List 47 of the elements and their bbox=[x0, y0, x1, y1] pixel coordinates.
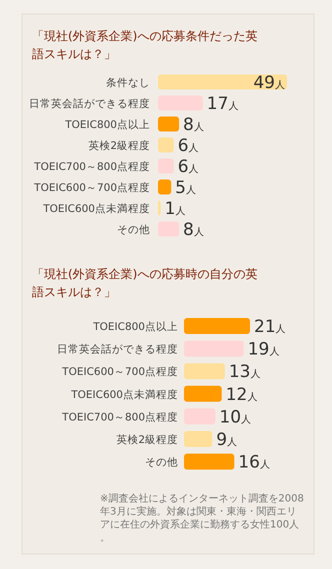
data-label: 8人 bbox=[183, 220, 204, 240]
y-tick-label: 条件なし bbox=[106, 77, 150, 89]
data-label: 5人 bbox=[175, 178, 196, 198]
chart-title: 「現社(外資系企業)への応募時の自分の英語スキルは？」 bbox=[32, 267, 258, 299]
y-tick-label: その他 bbox=[117, 224, 150, 236]
data-label: 49人 bbox=[253, 73, 285, 93]
y-tick-label: TOEIC800点以上 bbox=[64, 118, 150, 131]
bar bbox=[184, 408, 216, 424]
bar bbox=[158, 158, 174, 174]
text: ※調査会社によるインターネット調査を2008年3月に実施。対象は関東・東海・関西エリアに在住の外資系企業に勤務する女性100人。 bbox=[100, 492, 304, 544]
bar bbox=[158, 138, 174, 152]
data-label: 21人 bbox=[254, 317, 286, 337]
y-tick-label: 英検2級程度 bbox=[88, 139, 150, 152]
bar bbox=[184, 363, 225, 380]
y-tick-label: TOEIC600～700点程度 bbox=[61, 365, 178, 378]
y-tick-label: TOEIC600点未満程度 bbox=[70, 388, 178, 401]
bar bbox=[158, 116, 180, 132]
data-label: 8人 bbox=[183, 115, 204, 135]
bar bbox=[158, 74, 287, 90]
data-label: 16人 bbox=[238, 452, 270, 473]
bar bbox=[158, 180, 172, 194]
bar bbox=[184, 318, 250, 334]
data-label: 1人 bbox=[164, 199, 186, 219]
y-tick-label: TOEIC600点未満程度 bbox=[42, 202, 150, 215]
data-label: 13人 bbox=[228, 362, 260, 382]
y-tick-label: TOEIC600～700点程度 bbox=[33, 181, 150, 194]
bar bbox=[158, 222, 180, 236]
data-label: 19人 bbox=[248, 340, 280, 360]
data-label: 9人 bbox=[216, 430, 238, 450]
bar bbox=[184, 340, 244, 357]
bar bbox=[184, 454, 234, 470]
data-label: 6人 bbox=[178, 157, 199, 177]
y-tick-label: TOEIC700～800点程度 bbox=[33, 160, 150, 173]
bar bbox=[184, 431, 212, 447]
y-tick-label: TOEIC800点以上 bbox=[92, 320, 178, 333]
data-label: 10人 bbox=[219, 407, 252, 428]
data-label: 17人 bbox=[206, 94, 238, 114]
y-tick-label: その他 bbox=[145, 456, 178, 469]
y-tick-label: 英検2級程度 bbox=[116, 433, 178, 446]
y-tick-label: TOEIC700～800点程度 bbox=[61, 410, 178, 424]
data-label: 6人 bbox=[178, 136, 199, 156]
bar bbox=[158, 96, 203, 110]
data-label: 12人 bbox=[226, 384, 258, 405]
y-tick-label: 日常英会話ができる程度 bbox=[57, 342, 178, 356]
y-tick-label: 日常英会話ができる程度 bbox=[29, 97, 150, 110]
chart-title: 「現社(外資系企業)への応募条件だった英語スキルは？」 bbox=[32, 29, 258, 61]
bar bbox=[184, 386, 222, 402]
